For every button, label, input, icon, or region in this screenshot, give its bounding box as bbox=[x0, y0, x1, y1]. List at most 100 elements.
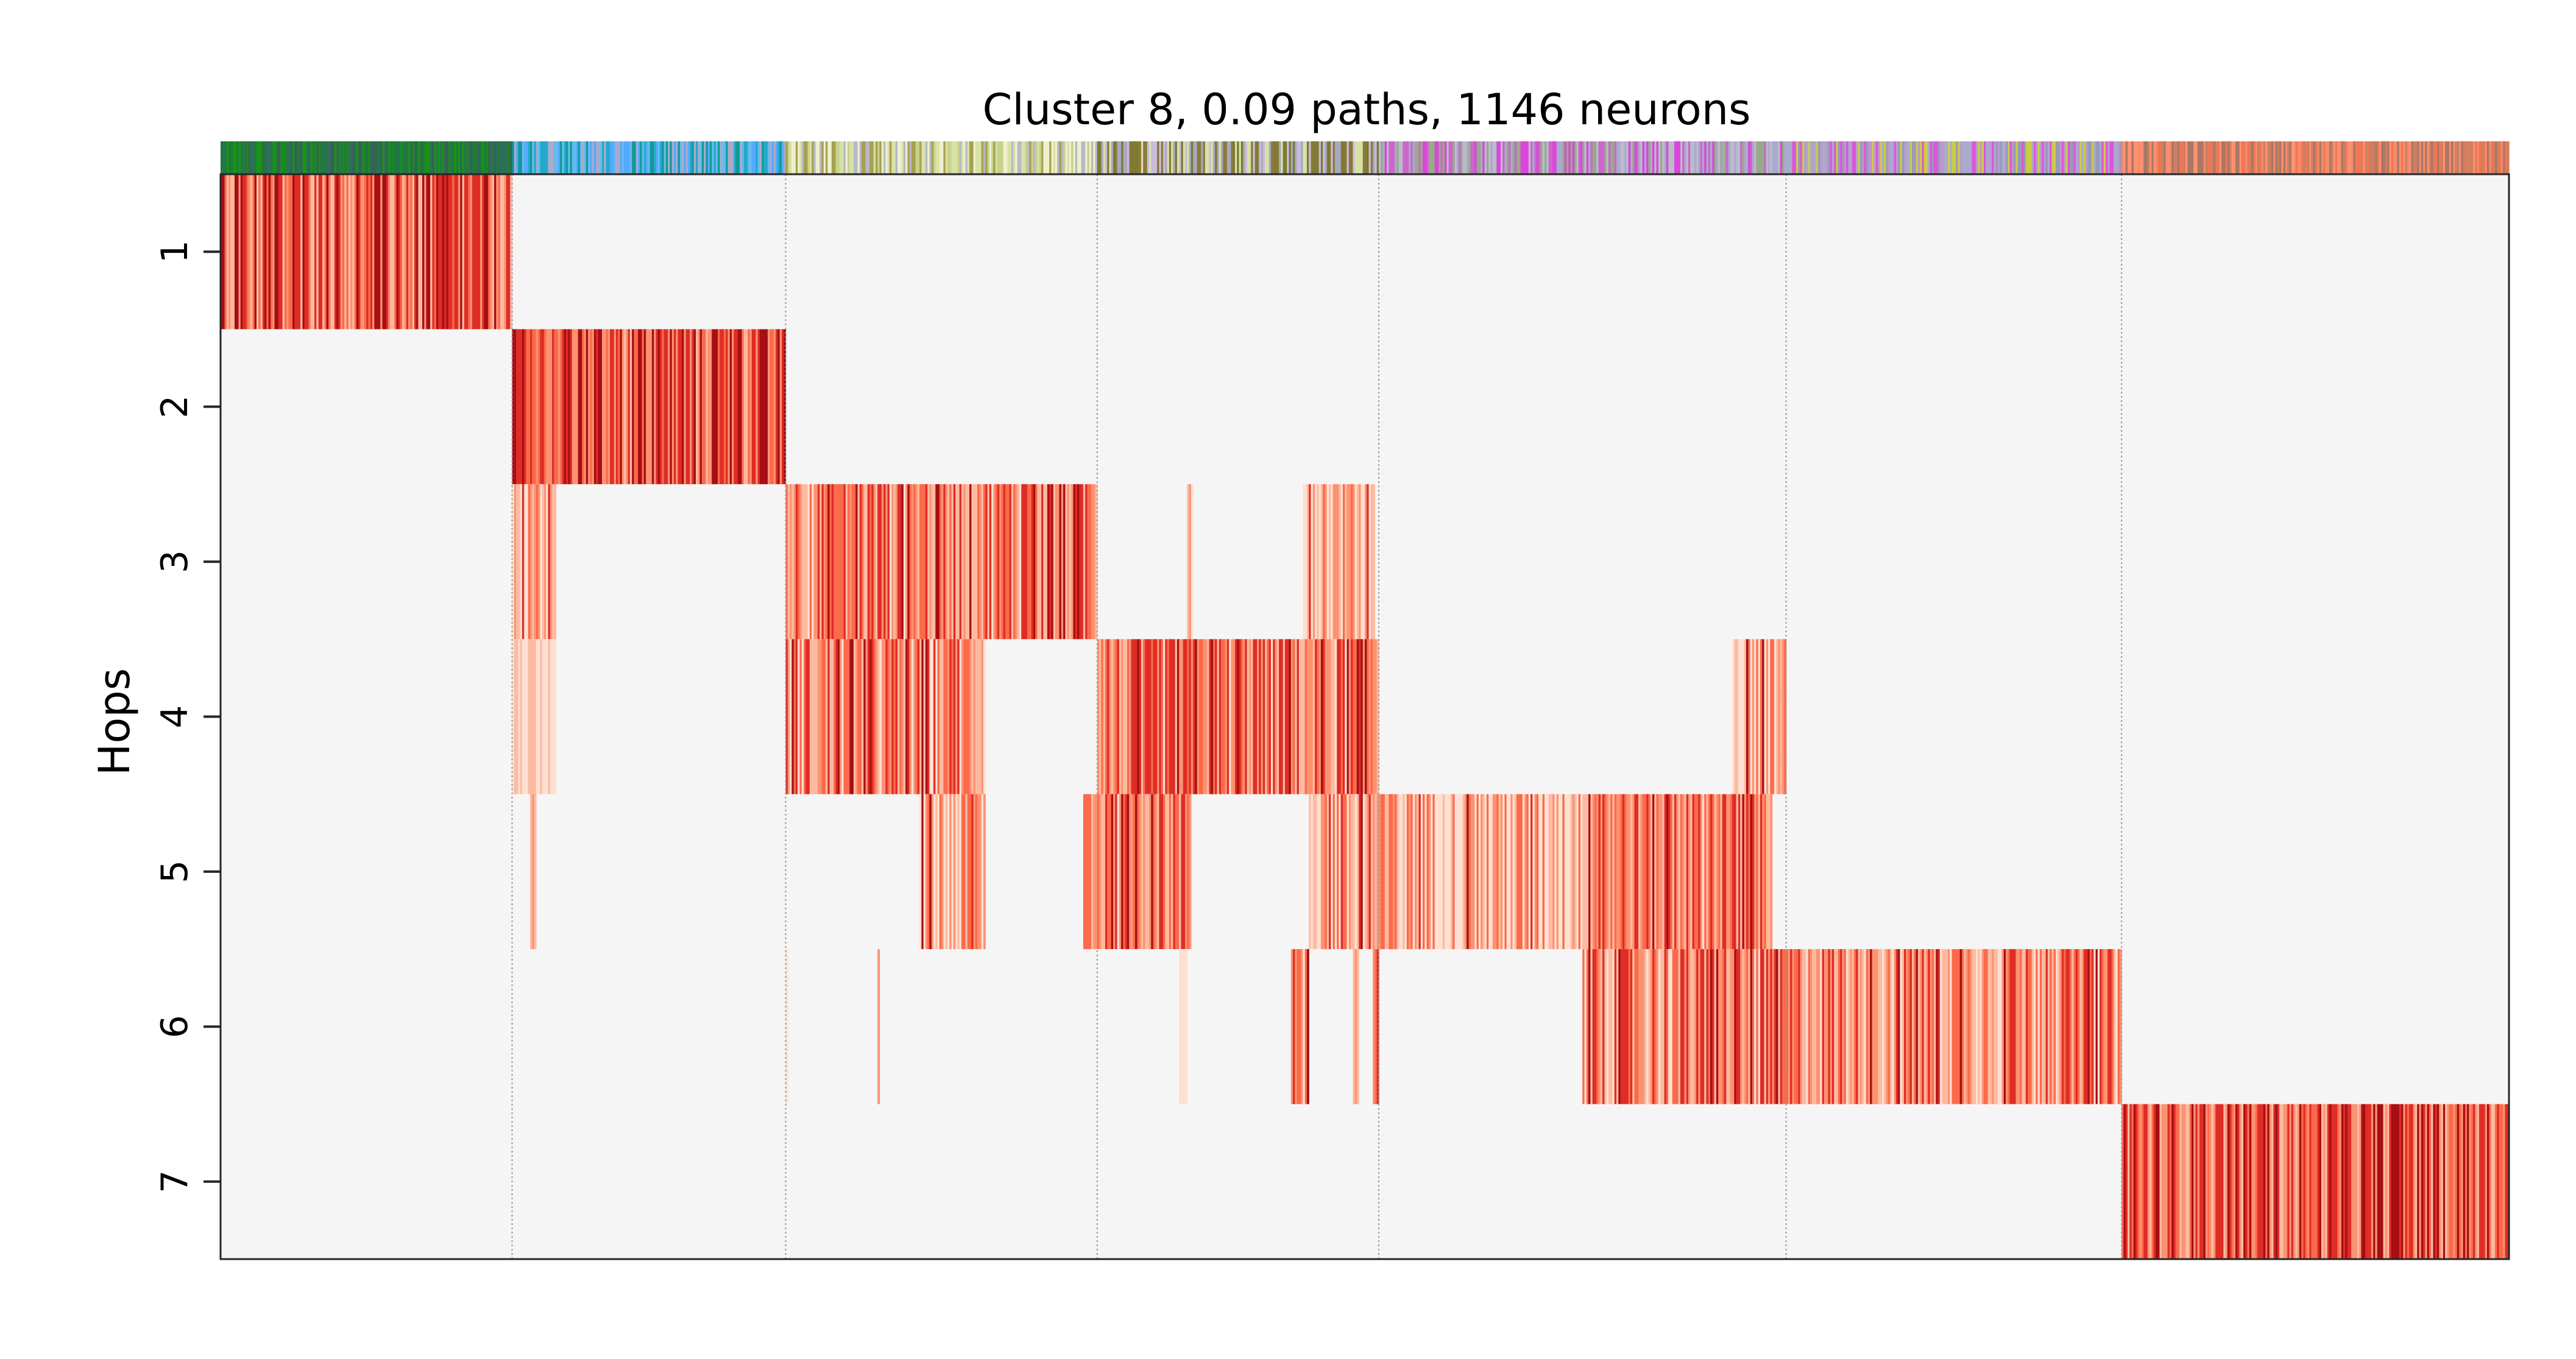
color-bar-cell bbox=[1814, 141, 1817, 174]
heatmap-cell bbox=[2020, 949, 2022, 1104]
color-bar-cell bbox=[488, 141, 491, 174]
heatmap-cell bbox=[456, 174, 459, 330]
color-bar-cell bbox=[1334, 141, 1337, 174]
heatmap-cell bbox=[2245, 1104, 2248, 1259]
color-bar-cell bbox=[1710, 141, 1713, 174]
color-bar-cell bbox=[2059, 141, 2062, 174]
color-bar-cell bbox=[1948, 141, 1950, 174]
color-bar-cell bbox=[330, 141, 333, 174]
color-bar-cell bbox=[1081, 141, 1084, 174]
heatmap-cell bbox=[1139, 794, 1142, 950]
heatmap-cell bbox=[1203, 639, 1206, 794]
heatmap-cell bbox=[1606, 949, 1609, 1104]
heatmap-cell bbox=[530, 329, 533, 484]
heatmap-cell bbox=[2233, 1104, 2236, 1259]
color-bar-cell bbox=[1470, 141, 1473, 174]
heatmap-cell bbox=[1233, 639, 1236, 794]
heatmap-cell bbox=[2086, 949, 2089, 1104]
heatmap-cell bbox=[1790, 949, 1792, 1104]
heatmap-cell bbox=[1768, 639, 1771, 794]
heatmap-cell bbox=[981, 794, 984, 950]
color-bar-cell bbox=[482, 141, 485, 174]
heatmap-cell bbox=[1668, 794, 1671, 950]
color-bar-cell bbox=[2443, 141, 2446, 174]
heatmap-cell bbox=[865, 639, 868, 794]
heatmap-cell bbox=[470, 174, 473, 330]
color-bar-cell bbox=[819, 141, 823, 174]
color-bar-cell bbox=[1490, 141, 1493, 174]
color-bar-cell bbox=[2363, 141, 2366, 174]
heatmap-cell bbox=[330, 174, 333, 330]
heatmap-cell bbox=[1700, 794, 1703, 950]
heatmap-cell bbox=[762, 329, 765, 484]
color-bar-cell bbox=[1734, 141, 1737, 174]
heatmap-cell bbox=[941, 639, 944, 794]
heatmap-cell bbox=[2425, 1104, 2428, 1259]
color-bar-cell bbox=[250, 141, 253, 174]
color-bar-cell bbox=[2469, 141, 2472, 174]
color-bar-cell bbox=[768, 141, 770, 174]
color-bar-cell bbox=[648, 141, 651, 174]
heatmap-cell bbox=[2025, 949, 2028, 1104]
color-bar-cell bbox=[598, 141, 601, 174]
heatmap-cell bbox=[476, 174, 479, 330]
color-bar-cell bbox=[698, 141, 701, 174]
color-bar-cell bbox=[1722, 141, 1725, 174]
color-bar-cell bbox=[979, 141, 982, 174]
color-bar-cell bbox=[366, 141, 369, 174]
heatmap-cell bbox=[2486, 1104, 2489, 1259]
heatmap-cell bbox=[965, 484, 968, 640]
heatmap-cell bbox=[897, 484, 900, 640]
color-bar-cell bbox=[618, 141, 621, 174]
heatmap-cell bbox=[1750, 949, 1753, 1104]
heatmap-cell bbox=[2175, 1104, 2178, 1259]
color-bar-cell bbox=[785, 141, 788, 174]
color-bar-cell bbox=[548, 141, 551, 174]
heatmap-cell bbox=[1093, 484, 1096, 640]
color-bar-cell bbox=[1462, 141, 1465, 174]
color-bar-cell bbox=[1842, 141, 1845, 174]
heatmap-cell bbox=[1528, 794, 1531, 950]
heatmap-cell bbox=[2365, 1104, 2368, 1259]
heatmap-cell bbox=[1326, 639, 1329, 794]
heatmap-cell bbox=[1021, 484, 1024, 640]
heatmap-cell bbox=[1440, 794, 1443, 950]
heatmap-cell bbox=[1754, 639, 1757, 794]
color-bar-cell bbox=[1986, 141, 1989, 174]
heatmap-cell bbox=[2003, 949, 2006, 1104]
heatmap-cell bbox=[1365, 639, 1367, 794]
heatmap-cell bbox=[2339, 1104, 2342, 1259]
color-bar-cell bbox=[2307, 141, 2310, 174]
heatmap-cell bbox=[1298, 639, 1301, 794]
heatmap-cell bbox=[837, 484, 840, 640]
color-bar-cell bbox=[1332, 141, 1336, 174]
heatmap-cell bbox=[534, 639, 537, 794]
heatmap-cell bbox=[310, 174, 313, 330]
heatmap-cell bbox=[1484, 794, 1487, 950]
heatmap-cell bbox=[2253, 1104, 2256, 1259]
heatmap-cell bbox=[2319, 1104, 2322, 1259]
heatmap-cell bbox=[615, 329, 618, 484]
heatmap-cell bbox=[1081, 484, 1084, 640]
color-bar-cell bbox=[502, 141, 505, 174]
color-bar-cell bbox=[2056, 141, 2058, 174]
color-bar-cell bbox=[2315, 141, 2318, 174]
color-bar-cell bbox=[1223, 141, 1226, 174]
color-bar-cell bbox=[2161, 141, 2164, 174]
heatmap-cell bbox=[1011, 484, 1014, 640]
color-bar-cell bbox=[1049, 141, 1052, 174]
color-bar-cell bbox=[1812, 141, 1815, 174]
heatmap-cell bbox=[2011, 949, 2014, 1104]
heatmap-cell bbox=[1734, 639, 1737, 794]
color-bar-cell bbox=[1992, 141, 1995, 174]
heatmap-cell bbox=[410, 174, 413, 330]
heatmap-cell bbox=[1159, 794, 1162, 950]
heatmap-cell bbox=[790, 484, 792, 640]
heatmap-cell bbox=[1716, 794, 1719, 950]
heatmap-cell bbox=[2409, 1104, 2412, 1259]
color-bar-cell bbox=[1325, 141, 1328, 174]
heatmap-cell bbox=[1666, 949, 1669, 1104]
heatmap-cell bbox=[2259, 1104, 2262, 1259]
color-bar-cell bbox=[1189, 141, 1192, 174]
heatmap-cell bbox=[845, 639, 848, 794]
